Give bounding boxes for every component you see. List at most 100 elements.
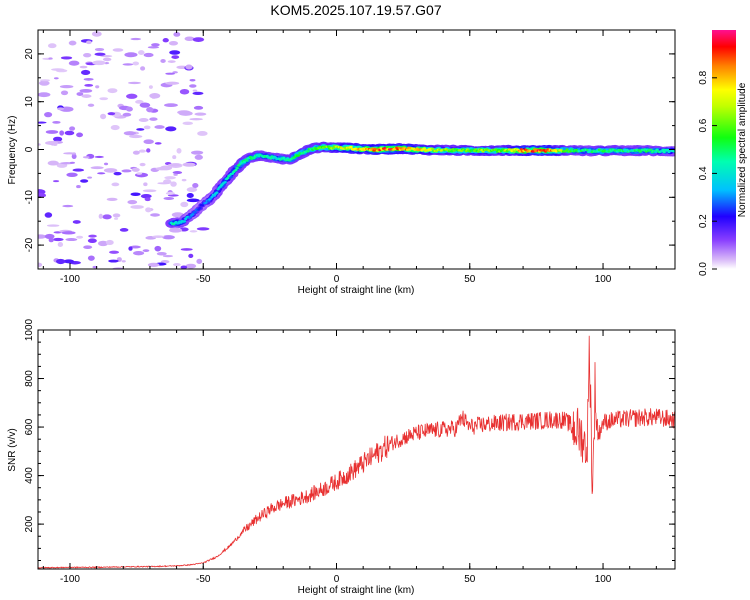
trace-cell bbox=[405, 148, 410, 152]
noise-speckle bbox=[124, 52, 138, 58]
noise-speckle bbox=[142, 189, 157, 193]
noise-speckle bbox=[57, 241, 64, 248]
noise-speckle bbox=[47, 43, 57, 49]
y-tick-label: 600 bbox=[24, 418, 35, 435]
noise-speckle bbox=[189, 84, 197, 88]
noise-speckle bbox=[38, 192, 47, 198]
noise-speckle bbox=[87, 176, 93, 179]
noise-speckle bbox=[132, 250, 145, 256]
trace-cell bbox=[519, 148, 524, 151]
noise-speckle bbox=[128, 246, 133, 251]
noise-speckle bbox=[91, 31, 102, 37]
noise-speckle bbox=[143, 139, 154, 145]
noise-speckle bbox=[167, 163, 181, 167]
noise-speckle bbox=[94, 52, 106, 56]
trace-cell bbox=[585, 148, 590, 152]
noise-speckle bbox=[127, 200, 138, 205]
noise-speckle bbox=[147, 262, 160, 268]
trace-cell bbox=[193, 211, 197, 214]
noise-speckle bbox=[68, 60, 80, 66]
noise-speckle bbox=[97, 240, 109, 247]
trace-layer bbox=[165, 141, 675, 228]
trace-cell bbox=[643, 148, 647, 151]
noise-speckle bbox=[192, 89, 198, 92]
noise-speckle bbox=[46, 224, 60, 227]
noise-speckle bbox=[169, 50, 181, 55]
noise-speckle bbox=[138, 50, 145, 55]
noise-speckle bbox=[172, 71, 178, 74]
noise-speckle bbox=[107, 88, 118, 94]
trace-cell bbox=[206, 200, 211, 203]
trace-cell bbox=[252, 156, 256, 160]
noise-speckle bbox=[62, 204, 74, 208]
noise-speckle bbox=[145, 207, 152, 213]
trace-cell bbox=[565, 148, 569, 151]
noise-speckle bbox=[88, 234, 97, 238]
trace-cell bbox=[371, 147, 375, 150]
noise-speckle bbox=[151, 235, 165, 238]
noise-speckle bbox=[140, 193, 152, 199]
noise-speckle bbox=[38, 92, 51, 98]
noise-speckle bbox=[164, 176, 176, 180]
noise-speckle bbox=[106, 197, 118, 201]
noise-speckle bbox=[79, 65, 88, 69]
trace-cell bbox=[204, 201, 208, 204]
noise-speckle bbox=[65, 238, 78, 242]
noise-layer bbox=[38, 31, 210, 269]
noise-speckle bbox=[64, 130, 75, 136]
noise-speckle bbox=[76, 235, 84, 239]
noise-speckle bbox=[176, 148, 182, 154]
noise-speckle bbox=[60, 56, 73, 60]
noise-speckle bbox=[112, 213, 121, 218]
noise-speckle bbox=[143, 125, 151, 130]
noise-speckle bbox=[53, 136, 63, 142]
trace-cell bbox=[200, 204, 205, 207]
noise-speckle bbox=[149, 93, 161, 99]
noise-speckle bbox=[80, 179, 89, 183]
noise-speckle bbox=[68, 40, 77, 46]
noise-speckle bbox=[55, 258, 66, 265]
noise-speckle bbox=[194, 154, 203, 160]
noise-speckle bbox=[110, 125, 120, 131]
noise-speckle bbox=[190, 150, 204, 155]
trace-cell bbox=[587, 150, 591, 154]
noise-speckle bbox=[69, 126, 76, 131]
noise-speckle bbox=[197, 130, 208, 136]
noise-speckle bbox=[72, 168, 85, 172]
noise-speckle bbox=[44, 233, 55, 240]
noise-speckle bbox=[131, 167, 140, 172]
noise-speckle bbox=[86, 40, 92, 45]
noise-speckle bbox=[171, 55, 180, 59]
noise-speckle bbox=[182, 162, 196, 167]
noise-speckle bbox=[189, 78, 196, 82]
trace-cell bbox=[286, 157, 290, 160]
noise-speckle bbox=[79, 88, 93, 93]
x-tick-label: 50 bbox=[464, 574, 476, 585]
noise-speckle bbox=[60, 90, 69, 96]
noise-speckle bbox=[165, 72, 176, 75]
noise-speckle bbox=[87, 255, 95, 261]
noise-speckle bbox=[127, 81, 141, 85]
trace-cell bbox=[450, 150, 454, 153]
spectrogram-ylabel: Frequency (Hz) bbox=[7, 116, 18, 185]
trace-cell bbox=[672, 150, 675, 153]
noise-speckle bbox=[181, 178, 187, 182]
noise-speckle bbox=[192, 37, 205, 43]
noise-speckle bbox=[121, 260, 126, 263]
x-tick-label: -100 bbox=[60, 274, 80, 285]
noise-speckle bbox=[47, 160, 59, 166]
noise-speckle bbox=[105, 239, 114, 246]
colorbar-tick-label: 0.0 bbox=[698, 262, 709, 276]
noise-speckle bbox=[186, 198, 200, 203]
noise-speckle bbox=[162, 235, 175, 240]
noise-speckle bbox=[102, 57, 112, 62]
y-tick-label: -10 bbox=[24, 190, 35, 205]
x-tick-label: 50 bbox=[464, 274, 476, 285]
noise-speckle bbox=[113, 171, 122, 176]
noise-speckle bbox=[38, 262, 43, 268]
noise-speckle bbox=[151, 43, 160, 47]
trace-cell bbox=[293, 155, 297, 159]
noise-speckle bbox=[109, 250, 120, 254]
trace-cell bbox=[223, 180, 227, 184]
noise-speckle bbox=[57, 107, 65, 111]
